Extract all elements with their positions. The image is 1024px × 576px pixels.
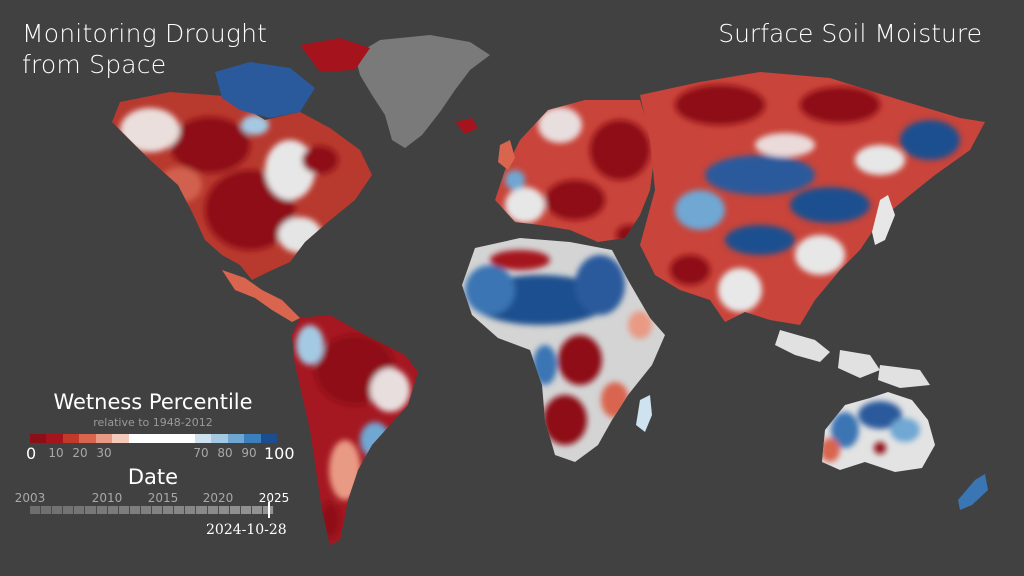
timeline-year-segment[interactable]	[140, 506, 153, 514]
page-title: Monitoring Drought from Space	[22, 18, 267, 80]
asia-landmass	[640, 72, 985, 325]
legend-swatch-12	[227, 434, 245, 443]
wetness-color-scale	[30, 434, 278, 443]
timeline-tick-2020: 2020	[202, 491, 234, 505]
timeline-year-segment[interactable]	[118, 506, 130, 514]
legend-swatch-7	[145, 434, 162, 443]
timeline-year-segment[interactable]	[218, 506, 230, 514]
legend-tick-90: 90	[241, 446, 257, 460]
north-america-landmass	[112, 92, 372, 280]
legend-swatch-0	[30, 434, 47, 443]
timeline-end-label: 2025	[258, 491, 290, 505]
south-america-landmass	[292, 315, 418, 545]
legend-max-label: 100	[264, 444, 295, 463]
iceland	[455, 118, 478, 134]
timeline-year-segment[interactable]	[30, 506, 42, 514]
timeline-year-segment[interactable]	[207, 506, 219, 514]
timeline-year-segment[interactable]	[52, 506, 64, 514]
timeline-year-segment[interactable]	[41, 506, 53, 514]
timeline-year-segment[interactable]	[240, 506, 252, 514]
legend-tick-30: 30	[96, 446, 112, 460]
africa-landmass	[462, 238, 665, 462]
legend-swatch-8	[161, 434, 179, 443]
timeline-year-segment[interactable]	[107, 506, 119, 514]
legend-swatch-13	[244, 434, 261, 443]
greenland-landmass	[355, 35, 490, 148]
legend-tick-80: 80	[217, 446, 233, 460]
timeline-year-segment[interactable]	[251, 506, 263, 514]
legend-tick-70: 70	[193, 446, 209, 460]
timeline-year-segment[interactable]	[129, 506, 141, 514]
legend-swatch-4	[95, 434, 113, 443]
timeline-current-marker[interactable]	[268, 502, 271, 518]
legend-swatch-1	[46, 434, 63, 443]
arctic-islands-north	[300, 38, 370, 72]
australia-landmass	[822, 392, 935, 472]
timeline-start-label: 2003	[14, 491, 46, 505]
timeline-year-segment[interactable]	[96, 506, 108, 514]
legend-swatch-5	[112, 434, 129, 443]
legend-min-label: 0	[26, 444, 37, 463]
legend-swatch-3	[79, 434, 96, 443]
british-isles	[498, 140, 515, 170]
title-line-2: from Space	[22, 50, 167, 79]
timeline-year-segment[interactable]	[185, 506, 197, 514]
legend-swatch-11	[211, 434, 228, 443]
legend-subtitle: relative to 1948-2012	[93, 416, 213, 429]
japan	[872, 195, 895, 245]
central-america-landmass	[222, 270, 300, 322]
madagascar	[636, 395, 652, 432]
timeline-year-segment[interactable]	[229, 506, 241, 514]
timeline-tick-2010: 2010	[91, 491, 123, 505]
timeline-year-segment[interactable]	[152, 506, 164, 514]
new-zealand	[958, 474, 988, 510]
timeline-year-segment[interactable]	[163, 506, 175, 514]
timeline-year-segment[interactable]	[74, 506, 86, 514]
legend-swatch-6	[128, 434, 146, 443]
timeline-year-segment[interactable]	[174, 506, 186, 514]
timeline-year-segment[interactable]	[63, 506, 75, 514]
europe-landmass	[495, 100, 655, 242]
legend-swatch-10	[194, 434, 212, 443]
timeline-tick-2015: 2015	[147, 491, 179, 505]
legend-swatch-9	[178, 434, 195, 443]
timeline-track[interactable]	[30, 506, 275, 514]
legend-title: Wetness Percentile	[53, 390, 253, 414]
southeast-asia-islands	[775, 330, 930, 388]
timeline-year-segment[interactable]	[196, 506, 208, 514]
legend-swatch-14	[260, 434, 278, 443]
legend-tick-20: 20	[72, 446, 88, 460]
timeline-title: Date	[127, 465, 179, 489]
timeline-year-segment[interactable]	[85, 506, 97, 514]
arctic-islands	[215, 62, 315, 118]
legend-swatch-2	[62, 434, 80, 443]
title-line-1: Monitoring Drought	[22, 19, 268, 48]
map-subject-title: Surface Soil Moisture	[718, 19, 982, 48]
legend-tick-10: 10	[48, 446, 64, 460]
current-date-label: 2024-10-28	[206, 522, 287, 538]
